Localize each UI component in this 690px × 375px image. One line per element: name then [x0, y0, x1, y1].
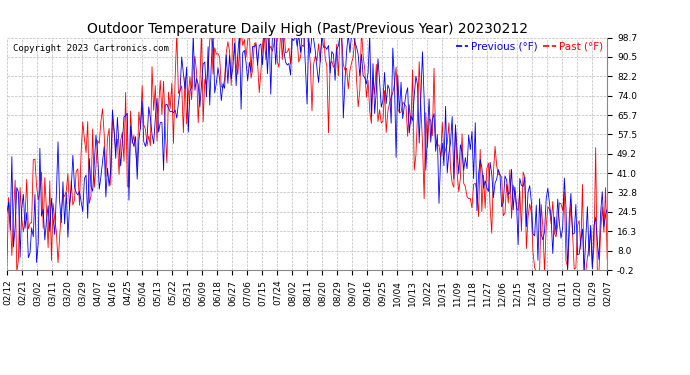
- Text: Copyright 2023 Cartronics.com: Copyright 2023 Cartronics.com: [13, 45, 169, 54]
- Title: Outdoor Temperature Daily High (Past/Previous Year) 20230212: Outdoor Temperature Daily High (Past/Pre…: [86, 22, 528, 36]
- Legend: Previous (°F), Past (°F): Previous (°F), Past (°F): [452, 38, 607, 56]
